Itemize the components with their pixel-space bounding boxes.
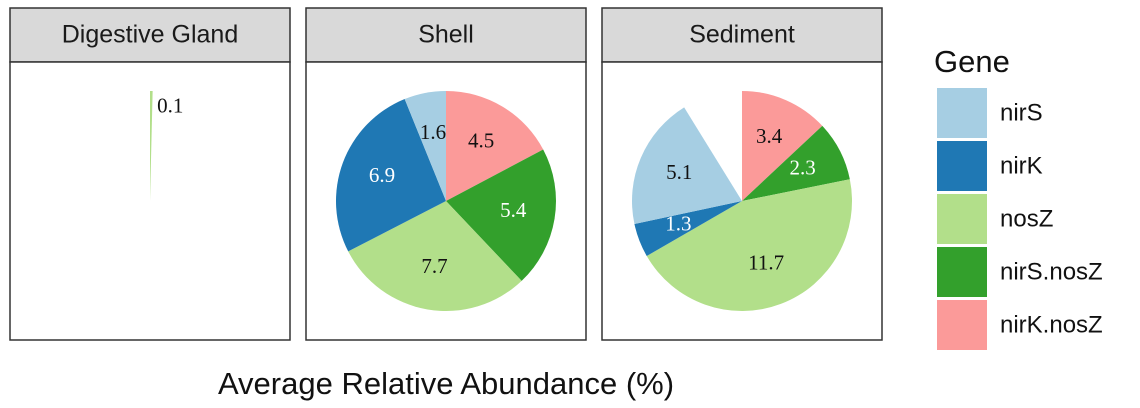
legend-key: [937, 300, 987, 350]
legend-label: nirK.nosZ: [1000, 311, 1103, 338]
data-label: 1.6: [420, 120, 446, 144]
pie-slice: [634, 201, 742, 256]
data-label: 0.1: [157, 93, 183, 117]
legend-title: Gene: [934, 44, 1010, 79]
legend-label: nirS: [1000, 99, 1043, 126]
data-label: 5.1: [666, 160, 692, 184]
legend-key: [937, 194, 987, 244]
data-label: 11.7: [748, 251, 784, 275]
facet-title: Shell: [418, 21, 474, 49]
facet-title: Sediment: [689, 21, 795, 49]
pie-slice: [446, 149, 556, 281]
data-label: 2.3: [790, 156, 816, 180]
pie-slice: [632, 107, 742, 224]
legend-label: nirK: [1000, 152, 1043, 179]
facet-title: Digestive Gland: [62, 21, 238, 49]
pie-slice: [404, 91, 446, 201]
legend-label: nosZ: [1000, 205, 1053, 232]
pie-slice: [646, 179, 852, 311]
data-label: 3.4: [756, 124, 783, 148]
data-label: 5.4: [500, 198, 527, 222]
pie-slice: [348, 201, 522, 311]
facet-strip: [305, 7, 587, 63]
data-label: 6.9: [369, 163, 395, 187]
legend-key: [937, 247, 987, 297]
pie-slice: [336, 99, 446, 252]
facet-strip: [9, 7, 291, 63]
legend-key: [937, 141, 987, 191]
data-label: 7.7: [421, 254, 447, 278]
pie-slice: [742, 125, 850, 201]
pie-slice: [446, 90, 544, 201]
legend-key: [937, 88, 987, 138]
legend-label: nirS.nosZ: [1000, 258, 1103, 285]
data-label: 4.5: [468, 128, 494, 152]
x-axis-title: Average Relative Abundance (%): [218, 366, 674, 401]
pie-slice: [742, 91, 823, 201]
pie-slice: [150, 91, 153, 201]
